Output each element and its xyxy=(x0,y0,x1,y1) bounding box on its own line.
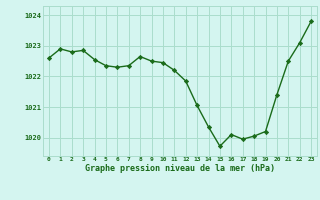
X-axis label: Graphe pression niveau de la mer (hPa): Graphe pression niveau de la mer (hPa) xyxy=(85,164,275,173)
